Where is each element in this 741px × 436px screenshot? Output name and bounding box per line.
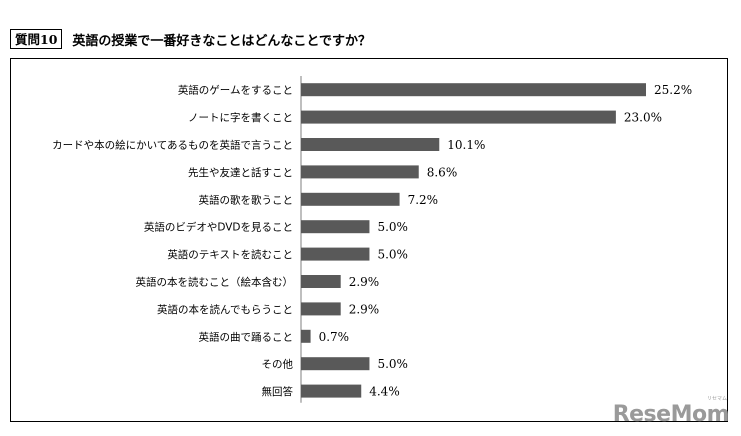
category-label: 英語の本を読んでもらうこと <box>157 303 293 316</box>
bar <box>301 110 616 124</box>
category-label: 英語の本を読むこと（絵本含む） <box>136 276 294 289</box>
chart-frame <box>10 58 728 422</box>
category-label: 英語のテキストを読むこと <box>167 248 293 261</box>
bar <box>301 357 370 371</box>
logo-kana: リセマム <box>706 396 727 402</box>
category-label: 英語の曲で踊ること <box>199 330 294 343</box>
category-label: ノートに字を書くこと <box>188 111 293 124</box>
value-label: 25.2% <box>654 83 692 97</box>
value-label: 10.1% <box>447 138 485 152</box>
bar <box>301 83 646 97</box>
category-label: 先生や友達と話すこと <box>188 166 293 179</box>
value-label: 5.0% <box>377 248 408 262</box>
category-label: 英語のゲームをすること <box>178 84 293 97</box>
bar <box>301 247 370 261</box>
question-header: 質問10 英語の授業で一番好きなことはどんなことですか？ <box>10 28 371 50</box>
bar <box>301 165 419 179</box>
bar <box>301 138 440 151</box>
bar <box>301 329 311 343</box>
value-label: 2.9% <box>349 302 380 316</box>
bar <box>301 302 341 316</box>
bar <box>301 275 341 288</box>
value-label: 4.4% <box>369 385 400 399</box>
category-label: その他 <box>262 358 294 371</box>
resemom-logo: ReseMom <box>612 402 730 427</box>
category-label: カードや本の絵にかいてあるものを英語で言うこと <box>52 139 293 152</box>
value-label: 7.2% <box>408 193 439 207</box>
value-label: 5.0% <box>377 220 408 234</box>
bar <box>301 192 400 206</box>
value-label: 23.0% <box>624 111 662 125</box>
bar <box>301 384 362 398</box>
value-label: 2.9% <box>349 275 380 289</box>
category-label: 英語の歌を歌うこと <box>199 193 294 206</box>
question-number-tag: 質問10 <box>10 29 63 49</box>
category-label: 英語のビデオやDVDを見ること <box>144 221 293 234</box>
value-label: 8.6% <box>427 165 458 179</box>
question-title: 英語の授業で一番好きなことはどんなことですか？ <box>72 33 372 49</box>
category-label: 無回答 <box>262 385 294 398</box>
bar <box>301 220 370 234</box>
value-label: 0.7% <box>319 330 350 344</box>
value-label: 5.0% <box>377 357 408 371</box>
